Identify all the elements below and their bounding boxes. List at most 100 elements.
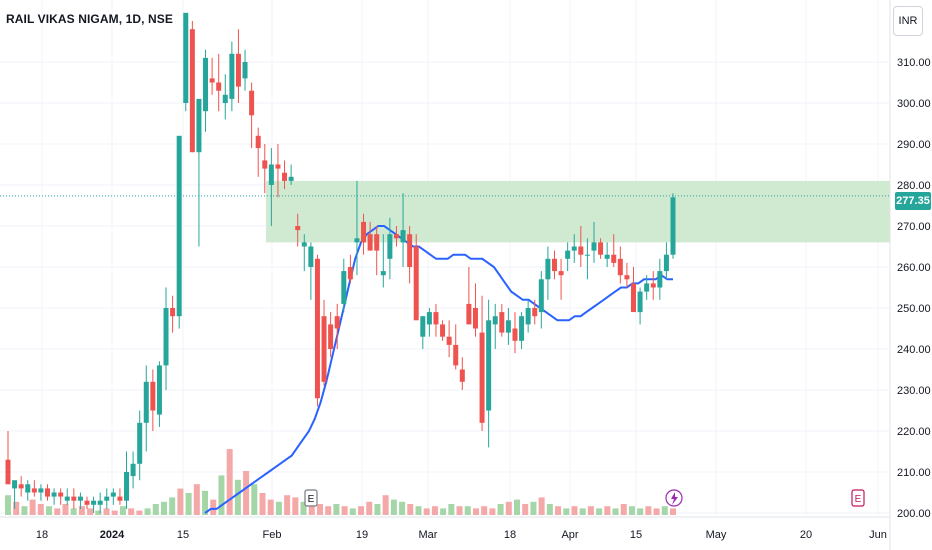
candle-body — [565, 250, 571, 259]
candle — [25, 480, 31, 501]
candle — [367, 221, 373, 251]
x-tick-label: Feb — [263, 529, 282, 541]
price-zone[interactable] — [266, 180, 890, 243]
volume-bar — [440, 508, 447, 515]
volume-bar — [152, 504, 159, 515]
candle-body — [314, 258, 320, 399]
candle-body — [38, 488, 44, 493]
candle — [565, 242, 571, 272]
volume-bar — [596, 508, 603, 515]
candle — [176, 135, 182, 329]
candle-body — [229, 53, 235, 99]
volume-bar — [472, 508, 479, 515]
candle — [58, 488, 64, 505]
volume-bar — [522, 504, 529, 515]
candle — [347, 254, 353, 284]
candle — [624, 262, 630, 288]
candle-body — [433, 312, 439, 325]
volume-bar — [423, 508, 430, 515]
candle — [492, 303, 498, 349]
volume-bar — [358, 506, 365, 515]
candle — [630, 267, 636, 313]
candle-body — [637, 291, 643, 313]
y-tick-label: 240.00 — [897, 344, 931, 356]
volume-bar — [390, 499, 397, 515]
candle-body — [347, 267, 353, 280]
candle — [328, 312, 334, 358]
candle-body — [176, 135, 182, 317]
candle-body — [12, 480, 18, 489]
candle — [341, 258, 347, 313]
candle — [374, 226, 380, 276]
volume-bar — [62, 504, 69, 515]
candle-body — [189, 29, 195, 153]
candle-body — [459, 369, 465, 382]
svg-text:E: E — [308, 494, 315, 505]
volume-bar — [70, 508, 77, 515]
candle — [235, 29, 241, 103]
y-tick-label: 260.00 — [897, 262, 931, 274]
candle-body — [84, 500, 90, 505]
volume-bar — [333, 504, 340, 515]
candle-body — [387, 234, 393, 259]
volume-bar — [193, 484, 200, 515]
candle — [663, 242, 669, 280]
candle-body — [150, 381, 156, 411]
candle-body — [604, 254, 610, 259]
candle-body — [440, 324, 446, 337]
volume-bar — [399, 501, 406, 515]
x-tick-label: 18 — [504, 529, 516, 541]
candle-body — [400, 230, 406, 243]
volume-bar — [202, 490, 209, 515]
candle-body — [532, 308, 538, 317]
candle — [130, 451, 136, 489]
x-tick-label: Jun — [869, 529, 887, 541]
candle-body — [624, 275, 630, 280]
volume-bar — [5, 495, 11, 515]
candle-body — [670, 197, 676, 255]
volume-bar — [160, 501, 167, 515]
candle-body — [617, 258, 623, 276]
candle — [31, 480, 37, 497]
candle-body — [51, 492, 57, 497]
volume-bar — [571, 506, 578, 515]
volume-bar — [407, 504, 414, 515]
volume-bar — [128, 508, 135, 515]
candle — [77, 492, 83, 509]
candle-body — [170, 308, 176, 317]
volume-bar — [431, 506, 438, 515]
x-tick-label: 15 — [630, 529, 642, 541]
volume-bar — [612, 508, 619, 515]
candle — [440, 320, 446, 341]
candle — [407, 226, 413, 284]
candle — [466, 267, 472, 325]
candle-body — [519, 316, 525, 341]
candle-body — [196, 98, 202, 153]
candle — [505, 308, 511, 345]
x-tick-label: Apr — [561, 529, 578, 541]
candle — [170, 295, 176, 333]
candle-body — [578, 246, 584, 255]
candle-body — [538, 279, 544, 313]
currency-button[interactable]: INR — [893, 6, 923, 36]
volume-bar — [587, 506, 594, 515]
candle — [387, 217, 393, 280]
volume-bar — [103, 508, 110, 515]
y-tick-label: 200.00 — [897, 508, 931, 520]
moving-average-line — [204, 225, 673, 514]
candle — [538, 271, 544, 329]
x-axis: 18 2024 15 Feb 19 Mar 18 Apr 15 May 20 Jun — [0, 516, 890, 541]
candle — [229, 41, 235, 112]
candle-body — [275, 164, 281, 169]
candle-body — [611, 254, 617, 263]
candle — [45, 484, 51, 501]
candle — [545, 246, 551, 300]
candle-body — [301, 242, 307, 247]
symbol-title[interactable]: RAIL VIKAS NIGAM, 1D, NSE — [6, 12, 173, 26]
candle — [301, 234, 307, 272]
candle-body — [367, 234, 373, 251]
volume-bar — [374, 504, 381, 515]
